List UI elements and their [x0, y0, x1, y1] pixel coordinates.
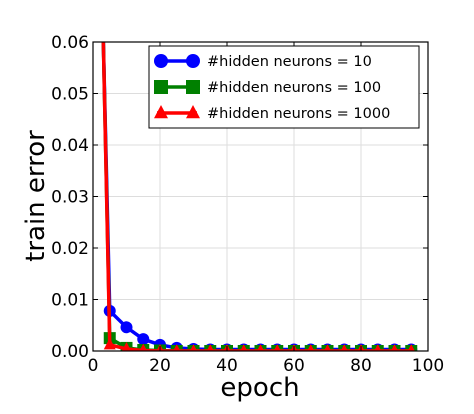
legend-marker [186, 104, 200, 119]
y-tick-label: 0.02 [51, 239, 89, 259]
series-1000-neurons-point [340, 344, 348, 351]
series-1000-neurons-point [173, 344, 181, 351]
axis-ticks: 0 20 40 60 80 100 0.00 0.01 0.02 0.03 0.04 0.05 0.06 [51, 33, 444, 376]
y-axis-label: train error [21, 130, 51, 262]
legend-marker [154, 54, 168, 68]
series-1000-neurons-point [323, 344, 332, 351]
series-1000-neurons-point [273, 344, 281, 351]
x-tick-label: 60 [283, 356, 305, 376]
series-1000-neurons-point [139, 343, 148, 351]
legend-marker [186, 80, 200, 94]
x-tick-label: 40 [216, 356, 238, 376]
y-tick-label: 0.04 [51, 136, 89, 156]
series-1000-neurons-point [256, 344, 265, 351]
legend-marker [186, 54, 200, 68]
legend-entry-label: #hidden neurons = 1000 [207, 106, 390, 122]
series-10-neurons-point [120, 321, 133, 334]
series-1000-neurons-point [374, 344, 382, 351]
x-tick-label: 80 [350, 356, 372, 376]
series-1000-neurons-point [189, 344, 198, 351]
series-1000-neurons-point [390, 344, 399, 351]
legend-marker [154, 80, 168, 94]
x-axis-label: epoch [220, 373, 299, 403]
y-tick-label: 0.06 [51, 33, 89, 53]
y-tick-label: 0.03 [51, 188, 89, 208]
series-1000-neurons-point [240, 344, 248, 351]
legend-entry-label: #hidden neurons = 100 [207, 80, 381, 96]
series-1000-neurons-point [307, 344, 315, 351]
series-1000-neurons-point [206, 344, 214, 351]
legend: #hidden neurons = 10 #hidden neurons = 10… [148, 45, 420, 129]
legend-entry-label: #hidden neurons = 10 [207, 54, 372, 70]
series-1000-neurons-point [121, 342, 132, 351]
series-1000-neurons-point [407, 344, 415, 351]
series-1000-neurons-point [103, 337, 116, 350]
series-10-neurons-point [137, 333, 150, 346]
x-tick-label: 0 [88, 356, 99, 376]
y-tick-label: 0.05 [51, 85, 89, 105]
y-tick-label: 0.00 [51, 342, 89, 362]
x-tick-label: 100 [412, 356, 444, 376]
x-tick-label: 20 [149, 356, 171, 376]
legend-marker [154, 104, 168, 119]
y-tick-label: 0.01 [51, 291, 89, 311]
